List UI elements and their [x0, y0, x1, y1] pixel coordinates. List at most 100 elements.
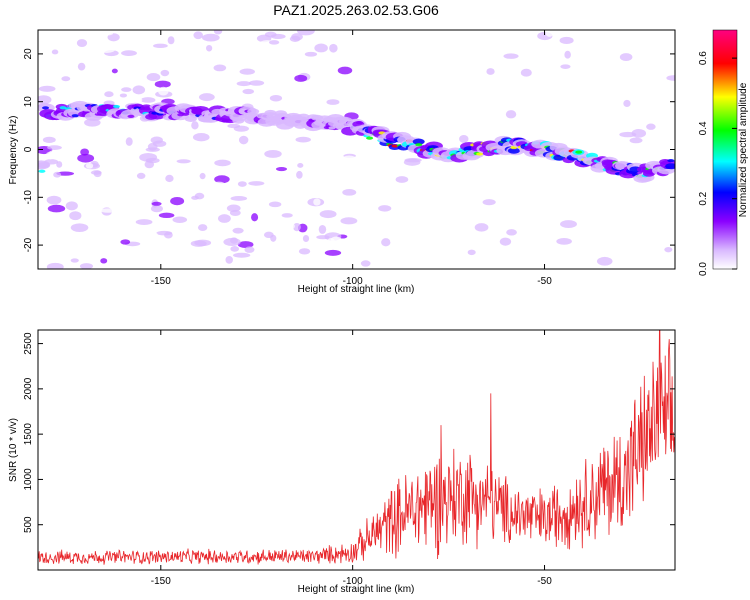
noise-blob — [342, 189, 357, 196]
noise-blob — [100, 258, 108, 264]
noise-blob — [319, 210, 337, 219]
noise-blob — [269, 94, 283, 102]
y-tick-label: 2000 — [23, 377, 34, 400]
noise-blob — [77, 153, 95, 163]
noise-blob — [226, 49, 240, 54]
noise-blob — [192, 133, 210, 142]
noise-blob — [213, 30, 223, 35]
y-tick-label: 2500 — [23, 332, 34, 355]
noise-blob — [560, 64, 571, 69]
noise-blob — [53, 171, 62, 178]
noise-blob — [268, 48, 278, 56]
snr-frame — [37, 329, 676, 571]
noise-blob — [394, 72, 409, 80]
noise-blob — [223, 237, 241, 247]
noise-blob — [236, 81, 252, 87]
noise-blob — [102, 171, 114, 180]
noise-blob — [264, 31, 277, 38]
noise-blob — [506, 229, 517, 236]
noise-blob — [293, 91, 309, 97]
noise-blob — [47, 204, 66, 213]
noise-blob — [395, 176, 409, 183]
snr-y-axis-title: SNR (10 * v/v) — [8, 418, 19, 482]
noise-blob — [318, 224, 327, 234]
noise-blob — [195, 86, 205, 94]
noise-blob — [337, 66, 353, 75]
heatmap-x-axis-title: Height of straight line (km) — [298, 284, 415, 295]
noise-blob — [146, 72, 161, 82]
ridge-blob — [42, 106, 50, 110]
noise-blob — [175, 261, 193, 269]
ridge-blob — [415, 143, 423, 147]
noise-blob — [123, 152, 138, 162]
colorbar-label: Normalized spectral amplitude — [738, 82, 749, 217]
noise-blob — [268, 201, 282, 208]
noise-blob — [537, 92, 550, 101]
noise-blob — [381, 238, 391, 247]
noise-blob — [120, 239, 131, 245]
noise-blob — [211, 186, 223, 191]
noise-blob — [520, 68, 532, 77]
noise-blob — [403, 158, 421, 166]
noise-blob — [295, 136, 311, 143]
noise-blob — [210, 80, 224, 85]
noise-blob — [172, 216, 188, 223]
noise-blob — [553, 263, 569, 269]
noise-blob — [160, 69, 170, 77]
noise-blob — [191, 195, 199, 200]
chart-title: PAZ1.2025.263.02.53.G06 — [273, 2, 439, 18]
noise-blob — [237, 241, 254, 249]
noise-blob — [248, 80, 265, 86]
noise-blob — [205, 70, 224, 78]
noise-blob — [635, 114, 644, 119]
heatmap-blobs — [38, 30, 675, 269]
ridge-blob — [140, 104, 153, 111]
ridge-blob — [38, 169, 46, 173]
noise-blob — [292, 222, 301, 232]
noise-blob — [238, 135, 249, 145]
noise-blob — [316, 235, 330, 240]
noise-blob — [329, 43, 338, 53]
ridge-blob — [112, 104, 120, 109]
noise-blob — [304, 51, 318, 57]
noise-blob — [217, 214, 231, 223]
noise-blob — [530, 254, 538, 263]
y-tick-label: 1500 — [23, 423, 34, 446]
noise-blob — [447, 58, 459, 68]
noise-blob — [59, 52, 73, 58]
noise-blob — [390, 239, 405, 244]
x-tick-label: -50 — [537, 276, 552, 287]
noise-blob — [261, 247, 272, 257]
y-tick-label: 1000 — [23, 468, 34, 491]
noise-blob — [560, 220, 577, 228]
noise-blob — [242, 88, 255, 95]
noise-blob — [154, 80, 171, 88]
y-tick-label: 10 — [23, 96, 34, 108]
noise-blob — [197, 224, 208, 231]
noise-blob — [99, 208, 117, 213]
noise-blob — [284, 222, 295, 231]
noise-blob — [111, 68, 118, 74]
noise-blob — [326, 99, 340, 105]
ridge-blob — [366, 136, 374, 140]
noise-blob — [85, 162, 94, 169]
x-tick-label: -100 — [343, 276, 363, 287]
noise-blob — [294, 74, 308, 82]
noise-blob — [76, 39, 88, 47]
noise-blob — [170, 196, 185, 206]
noise-blob — [83, 131, 94, 137]
noise-blob — [378, 205, 392, 212]
noise-blob — [225, 256, 233, 264]
noise-blob — [384, 168, 396, 176]
noise-blob — [77, 62, 86, 71]
colorbar-gradient — [712, 29, 738, 270]
noise-blob — [167, 36, 175, 45]
ridge-blob — [667, 158, 675, 163]
heatmap-x-ticks: -150 -100 -50 — [151, 30, 552, 287]
snr-series-line — [38, 330, 675, 565]
noise-blob — [369, 255, 383, 261]
noise-blob — [264, 149, 282, 158]
noise-blob — [158, 86, 169, 96]
noise-blob — [70, 223, 89, 232]
